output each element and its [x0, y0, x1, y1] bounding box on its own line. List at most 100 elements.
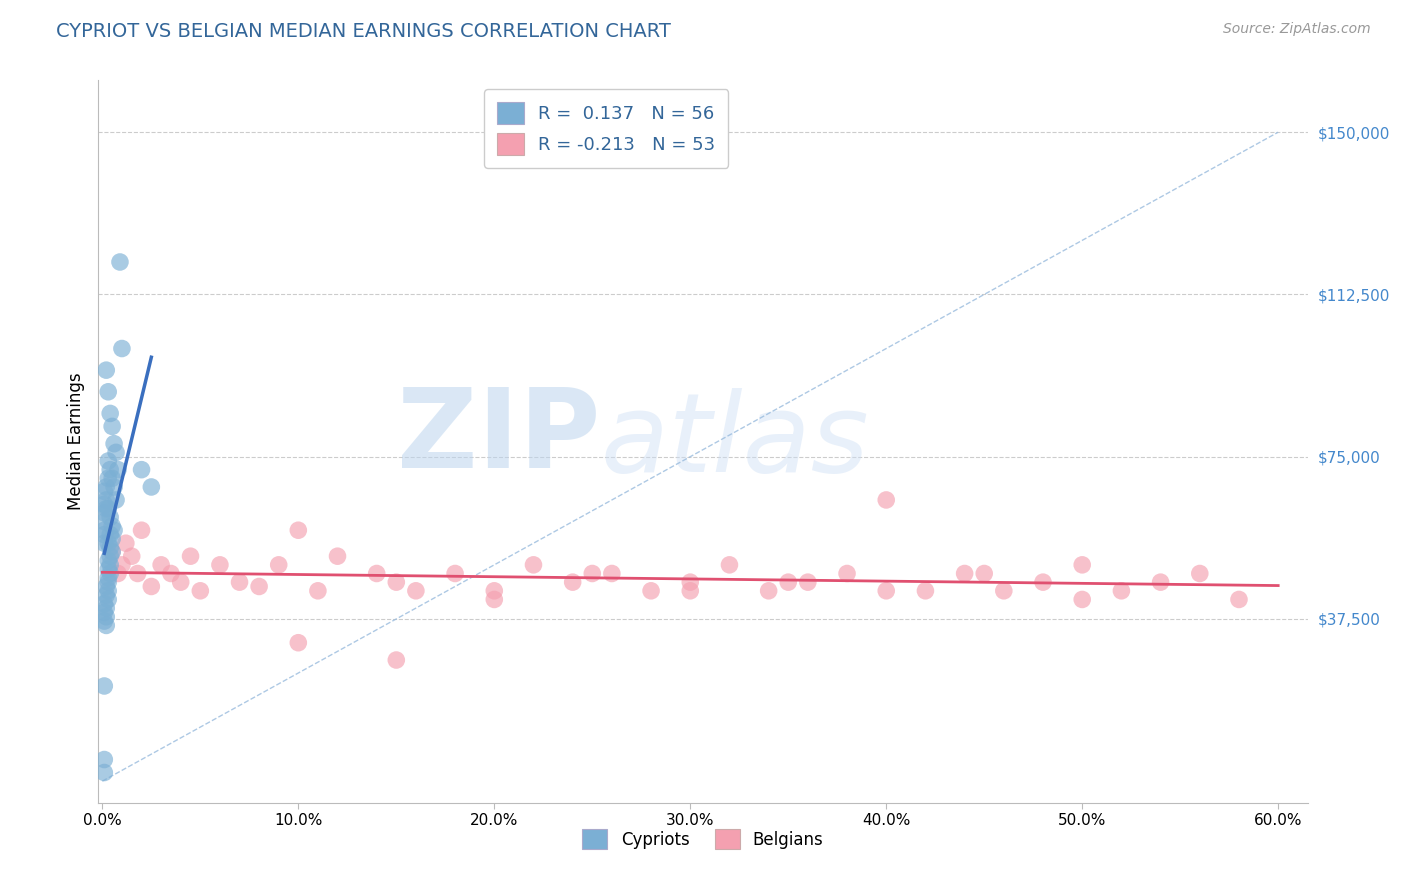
Point	[679, 583, 702, 598]
Point	[160, 566, 183, 581]
Point	[97, 471, 120, 485]
Point	[385, 653, 408, 667]
Point	[97, 501, 120, 516]
Point	[96, 601, 118, 615]
Point	[93, 679, 115, 693]
Point	[101, 419, 124, 434]
Point	[287, 523, 309, 537]
Point	[97, 454, 120, 468]
Point	[97, 571, 120, 585]
Point	[835, 566, 858, 581]
Point	[1071, 558, 1094, 572]
Point	[778, 575, 800, 590]
Point	[103, 523, 125, 537]
Point	[103, 436, 125, 450]
Point	[96, 579, 118, 593]
Point	[105, 445, 128, 459]
Point	[366, 566, 388, 581]
Point	[93, 484, 115, 499]
Point	[307, 583, 329, 598]
Point	[1032, 575, 1054, 590]
Point	[121, 549, 143, 564]
Point	[115, 536, 138, 550]
Point	[1149, 575, 1171, 590]
Point	[561, 575, 583, 590]
Point	[522, 558, 544, 572]
Point	[101, 545, 124, 559]
Point	[188, 583, 211, 598]
Point	[141, 480, 163, 494]
Point	[105, 492, 128, 507]
Point	[93, 614, 115, 628]
Point	[101, 519, 124, 533]
Point	[98, 463, 121, 477]
Point	[484, 592, 506, 607]
Point	[98, 558, 121, 572]
Point	[484, 583, 506, 598]
Point	[93, 536, 115, 550]
Point	[96, 618, 118, 632]
Point	[108, 255, 131, 269]
Point	[107, 566, 129, 581]
Point	[208, 558, 231, 572]
Text: atlas: atlas	[600, 388, 869, 495]
Point	[718, 558, 741, 572]
Point	[97, 536, 120, 550]
Point	[93, 597, 115, 611]
Point	[98, 406, 121, 420]
Point	[247, 579, 270, 593]
Point	[758, 583, 780, 598]
Point	[101, 532, 124, 546]
Text: ZIP: ZIP	[396, 384, 600, 491]
Point	[93, 515, 115, 529]
Point	[97, 592, 120, 607]
Point	[1188, 566, 1211, 581]
Point	[150, 558, 173, 572]
Point	[993, 583, 1015, 598]
Point	[93, 752, 115, 766]
Point	[1071, 592, 1094, 607]
Point	[797, 575, 820, 590]
Text: CYPRIOT VS BELGIAN MEDIAN EARNINGS CORRELATION CHART: CYPRIOT VS BELGIAN MEDIAN EARNINGS CORRE…	[56, 22, 671, 41]
Legend: Cypriots, Belgians: Cypriots, Belgians	[575, 822, 831, 856]
Point	[98, 549, 121, 564]
Point	[914, 583, 936, 598]
Point	[93, 765, 115, 780]
Point	[679, 575, 702, 590]
Point	[97, 553, 120, 567]
Point	[98, 510, 121, 524]
Point	[93, 606, 115, 620]
Point	[444, 566, 467, 581]
Point	[640, 583, 662, 598]
Point	[93, 506, 115, 520]
Point	[953, 566, 976, 581]
Point	[93, 527, 115, 541]
Point	[101, 545, 124, 559]
Point	[98, 566, 121, 581]
Point	[141, 579, 163, 593]
Point	[96, 588, 118, 602]
Point	[96, 609, 118, 624]
Point	[111, 558, 134, 572]
Point	[581, 566, 603, 581]
Point	[96, 501, 118, 516]
Point	[1111, 583, 1133, 598]
Point	[180, 549, 202, 564]
Point	[97, 583, 120, 598]
Point	[96, 363, 118, 377]
Point	[97, 562, 120, 576]
Point	[267, 558, 290, 572]
Point	[405, 583, 427, 598]
Point	[875, 492, 897, 507]
Point	[93, 523, 115, 537]
Y-axis label: Median Earnings: Median Earnings	[66, 373, 84, 510]
Point	[228, 575, 250, 590]
Point	[1227, 592, 1250, 607]
Point	[287, 636, 309, 650]
Point	[170, 575, 193, 590]
Point	[97, 384, 120, 399]
Point	[107, 463, 129, 477]
Point	[98, 541, 121, 555]
Point	[131, 463, 153, 477]
Point	[97, 575, 120, 590]
